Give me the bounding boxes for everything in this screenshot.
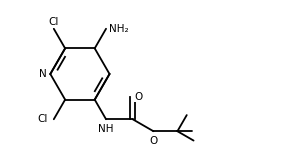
Text: N: N [39, 69, 47, 79]
Text: O: O [134, 92, 142, 102]
Text: NH₂: NH₂ [109, 24, 129, 34]
Text: Cl: Cl [38, 114, 48, 124]
Text: O: O [149, 136, 157, 146]
Text: Cl: Cl [49, 17, 59, 27]
Text: NH: NH [98, 124, 114, 134]
